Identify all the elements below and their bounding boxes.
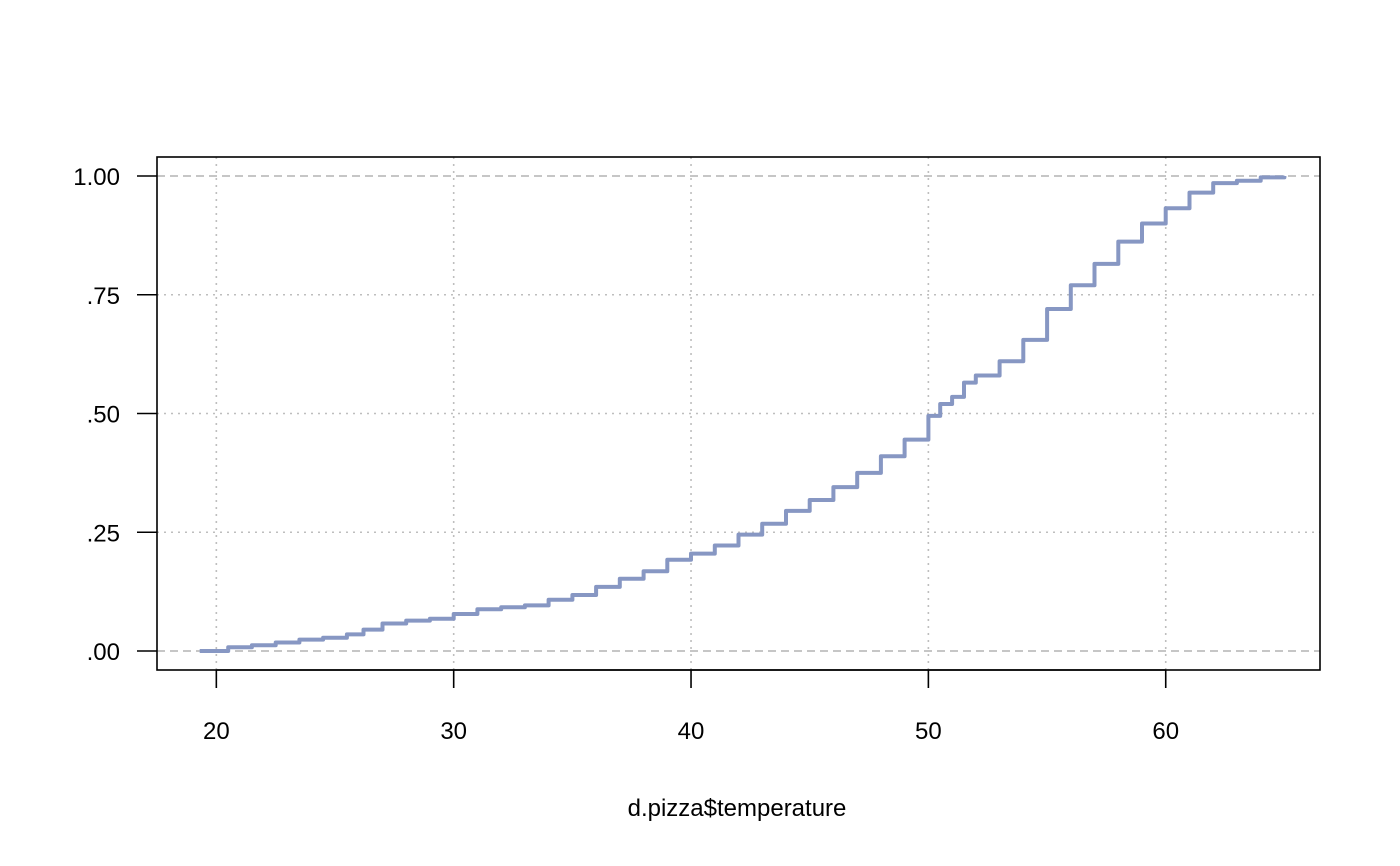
- data-layer: [199, 175, 1287, 653]
- y-tick-label-4: 1.00: [73, 164, 120, 191]
- x-tick-label-1: 30: [440, 718, 467, 745]
- x-axis: 20 30 40 50 60: [203, 669, 1179, 745]
- y-tick-label-0: .00: [87, 639, 120, 666]
- y-tick-label-1: .25: [87, 520, 120, 547]
- y-tick-label-2: .50: [87, 402, 120, 429]
- grid: [157, 157, 1320, 670]
- x-tick-label-0: 20: [203, 718, 230, 745]
- y-axis: .00 .25 .50 .75 1.00: [73, 164, 157, 666]
- x-tick-label-2: 40: [678, 718, 705, 745]
- y-tick-label-3: .75: [87, 283, 120, 310]
- x-tick-label-3: 50: [915, 718, 942, 745]
- x-axis-title: d.pizza$temperature: [628, 795, 847, 822]
- ecdf-line: [199, 175, 1287, 653]
- x-tick-label-4: 60: [1152, 718, 1179, 745]
